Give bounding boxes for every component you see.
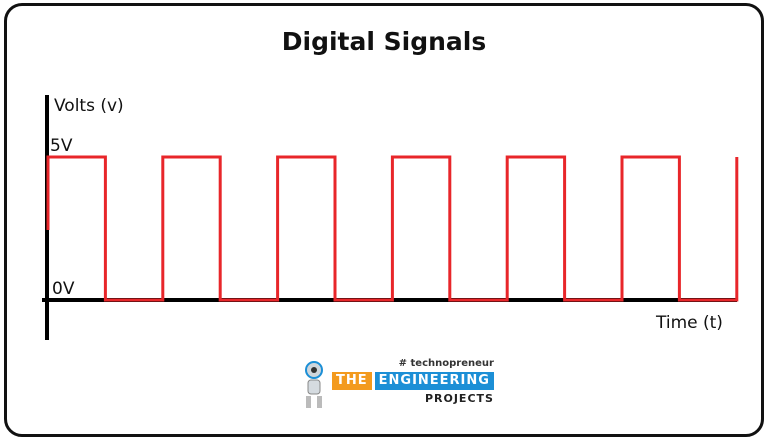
logo-wordmark: THE ENGINEERING bbox=[332, 372, 494, 390]
logo: # technopreneur THE ENGINEERING PROJECTS bbox=[300, 358, 510, 418]
low-level-label: 0V bbox=[52, 279, 75, 299]
high-level-label: 5V bbox=[50, 136, 73, 156]
diagram-frame bbox=[4, 3, 764, 437]
diagram-title: Digital Signals bbox=[281, 27, 487, 56]
logo-word-projects: PROJECTS bbox=[424, 392, 494, 405]
signal-waveform bbox=[46, 155, 739, 302]
x-axis-label: Time (t) bbox=[656, 313, 723, 333]
logo-word-the: THE bbox=[332, 372, 372, 390]
logo-word-engineering: ENGINEERING bbox=[374, 372, 494, 390]
logo-text: # technopreneur THE ENGINEERING PROJECTS bbox=[332, 358, 494, 405]
logo-tagline: # technopreneur bbox=[398, 358, 494, 369]
robot-icon bbox=[305, 361, 323, 408]
y-axis-label: Volts (v) bbox=[54, 96, 124, 116]
